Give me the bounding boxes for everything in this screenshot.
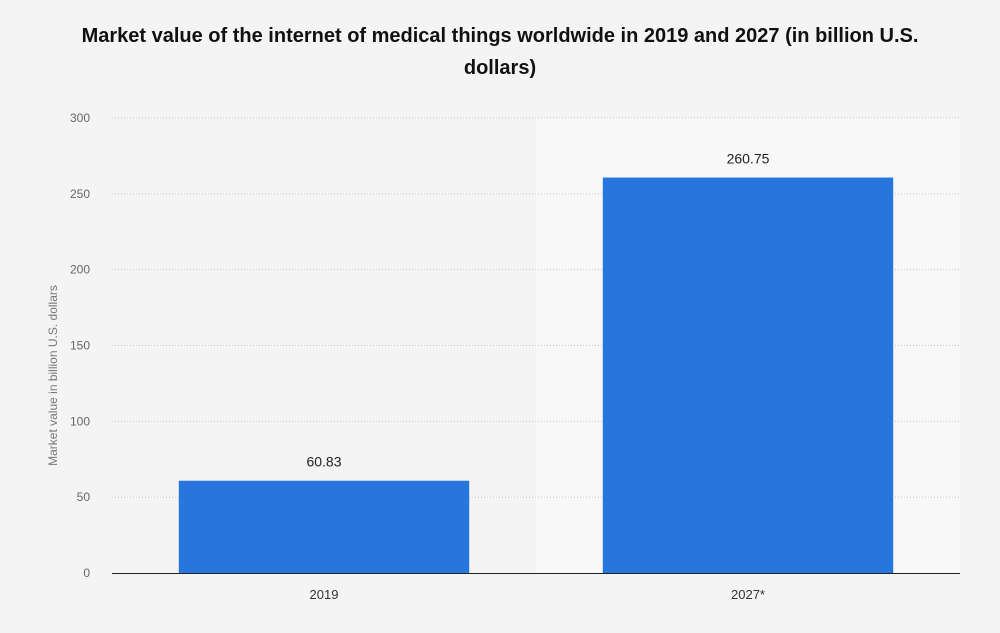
bar	[178, 480, 470, 573]
bar	[602, 177, 894, 573]
y-axis-title: Market value in billion U.S. dollars	[46, 285, 60, 466]
x-category-label: 2027*	[731, 587, 765, 602]
y-tick-label: 250	[70, 187, 90, 201]
y-tick-label: 50	[77, 490, 91, 504]
y-tick-label: 300	[70, 111, 90, 125]
x-category-label: 2019	[310, 587, 339, 602]
data-label: 260.75	[727, 151, 770, 167]
y-tick-label: 200	[70, 263, 90, 277]
chart-title: Market value of the internet of medical …	[81, 25, 919, 79]
y-axis-ticks: 0 50 100 150 200 250 300	[70, 111, 90, 580]
data-labels: 60.83 260.75	[306, 151, 769, 470]
bars	[178, 177, 894, 573]
data-label: 60.83	[306, 454, 341, 470]
y-tick-label: 150	[70, 339, 90, 353]
y-tick-label: 100	[70, 414, 90, 428]
x-axis-categories: 2019 2027*	[310, 587, 765, 602]
y-tick-label: 0	[83, 566, 90, 580]
